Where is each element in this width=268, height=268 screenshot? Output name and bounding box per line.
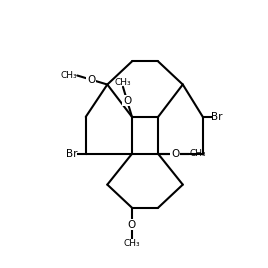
Text: O: O — [128, 220, 136, 230]
Text: O: O — [171, 149, 179, 159]
Text: CH₃: CH₃ — [115, 78, 131, 87]
Text: CH₃: CH₃ — [61, 71, 77, 80]
Text: O: O — [87, 75, 95, 85]
Text: O: O — [123, 96, 131, 106]
Text: Br: Br — [66, 149, 77, 159]
Text: CH₃: CH₃ — [189, 149, 206, 158]
Text: CH₃: CH₃ — [124, 239, 140, 248]
Text: Br: Br — [211, 112, 223, 122]
